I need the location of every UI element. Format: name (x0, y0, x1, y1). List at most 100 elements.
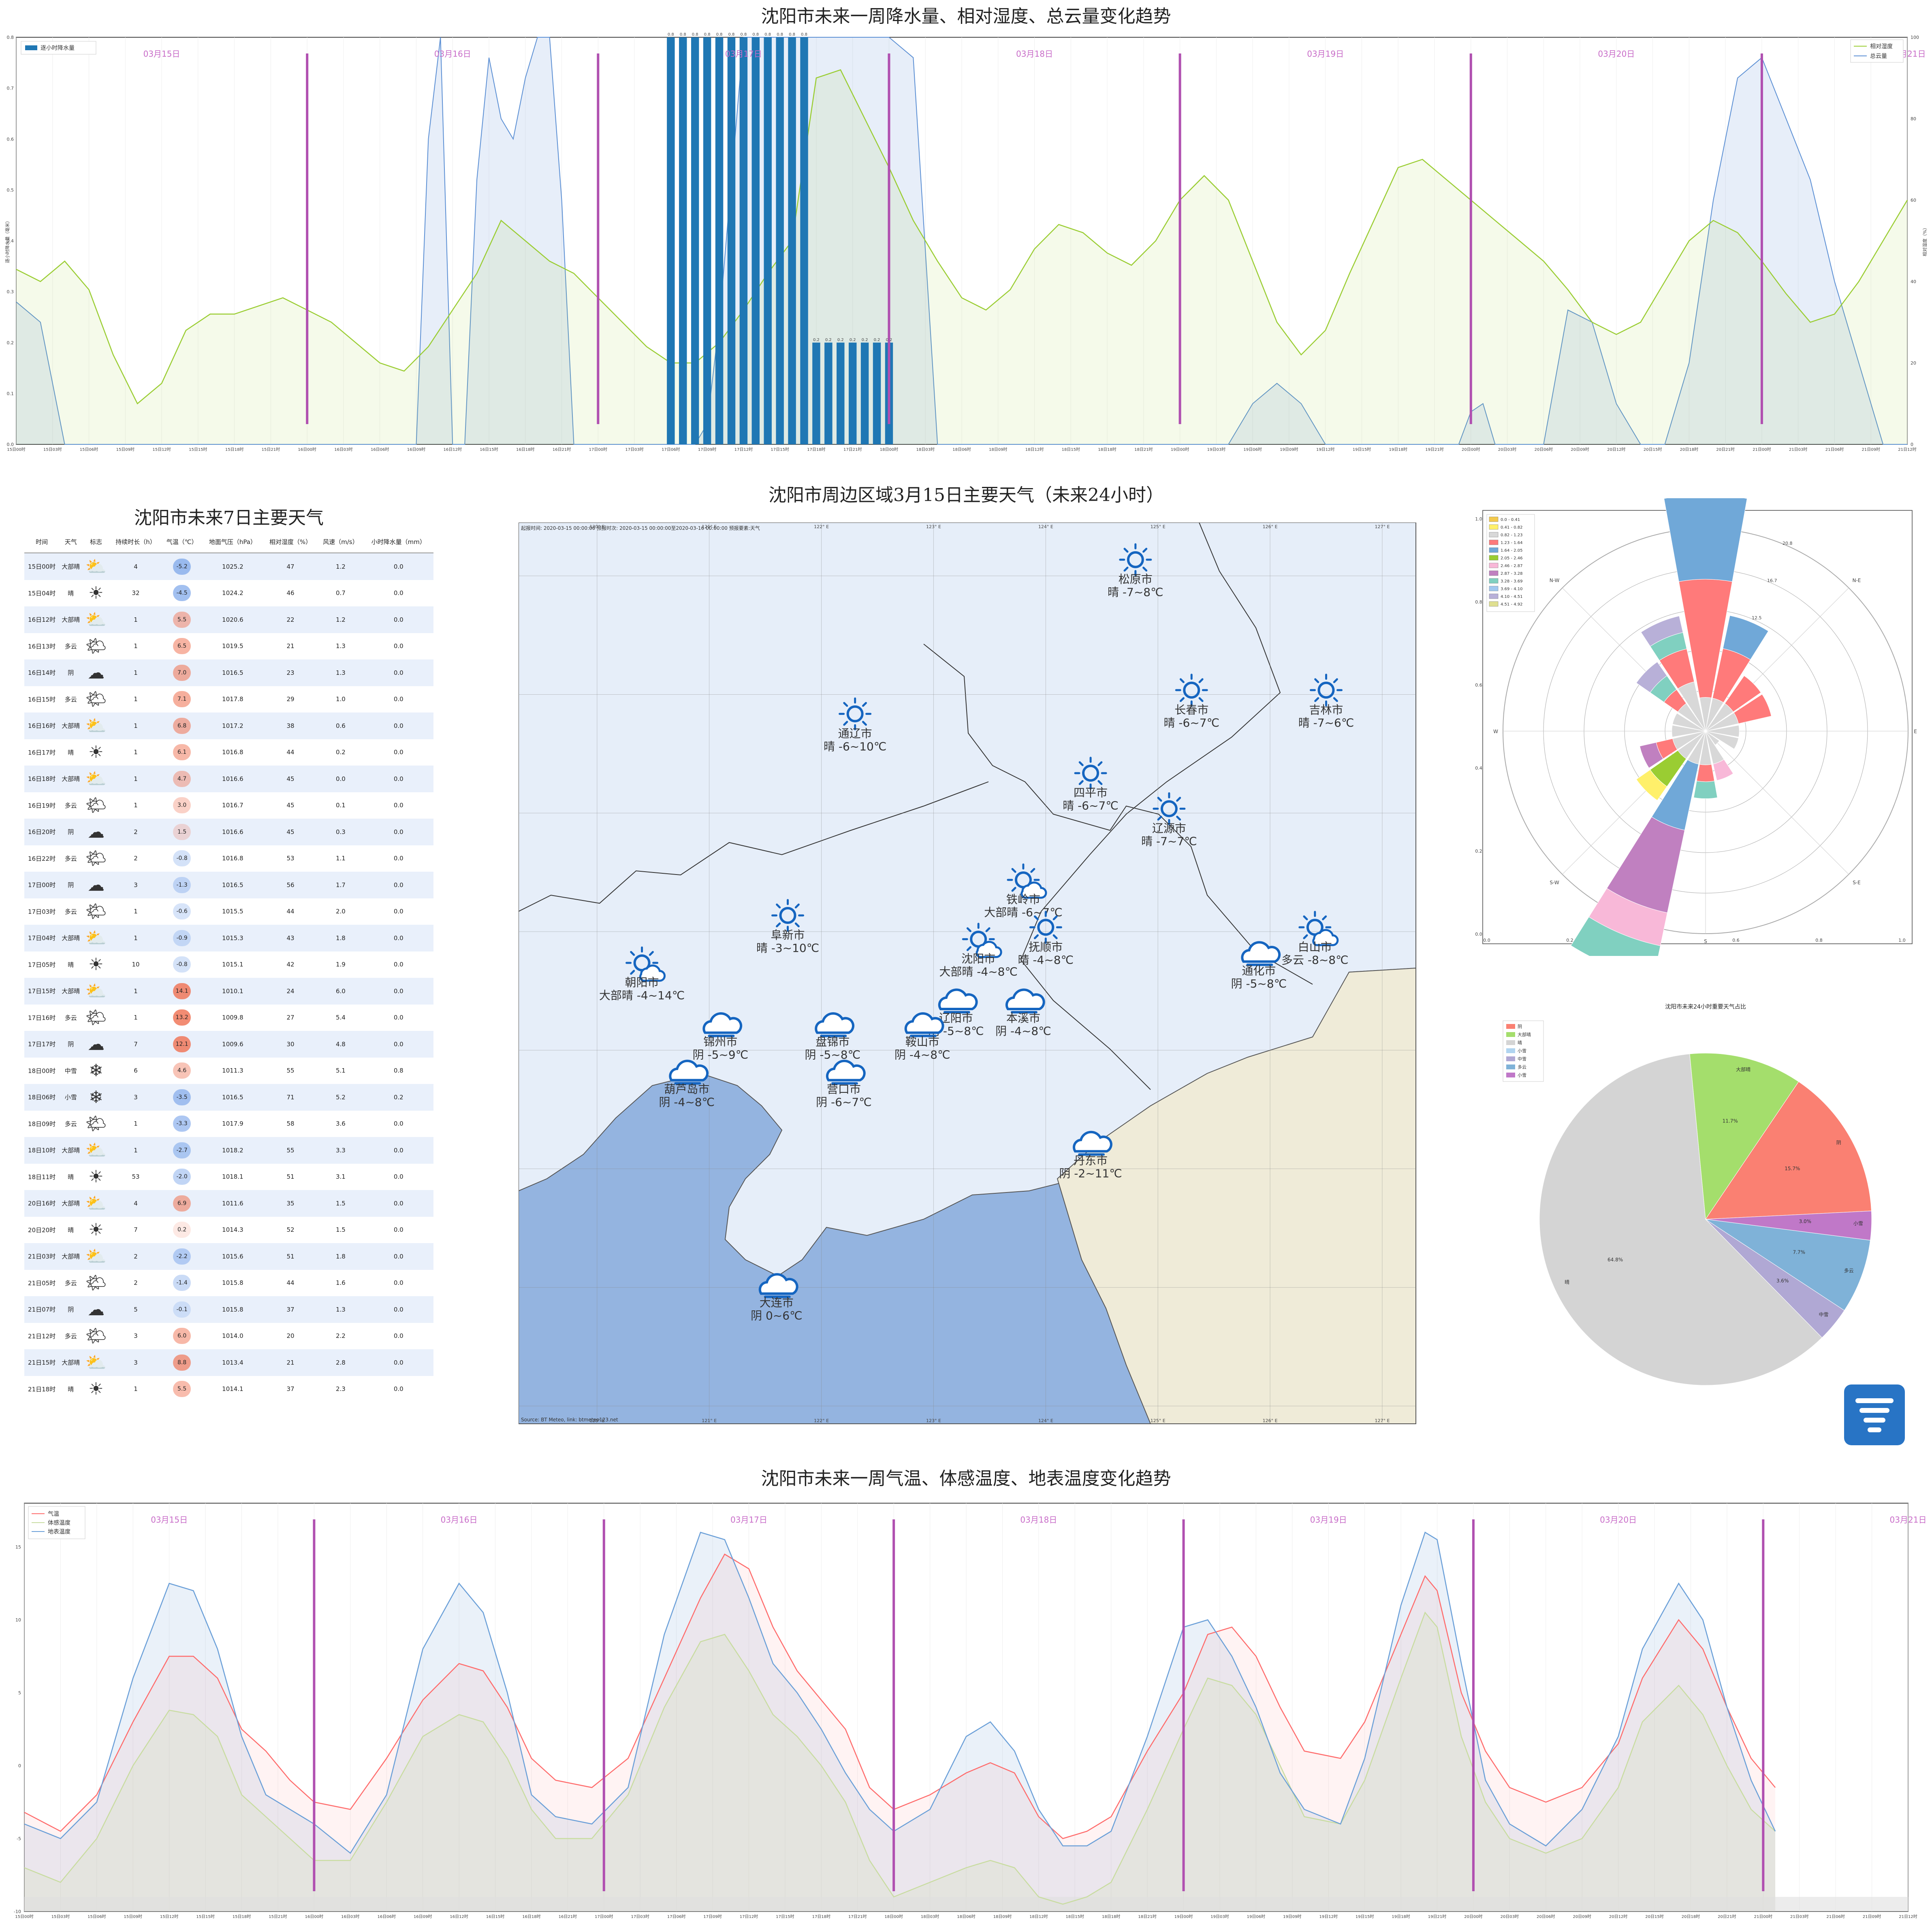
x-tick-label: 19日15时 (1356, 1914, 1374, 1919)
sun-ray (985, 927, 991, 932)
table-cell: 7 (109, 1031, 162, 1058)
table-row: 21日18时 晴 ☀ 1 5.5 1014.1 37 2.3 0.0 (24, 1376, 433, 1403)
legend-swatch (1506, 1048, 1515, 1053)
table-cell: 16日19时 (28, 802, 56, 809)
precip-bar-label: 0.8 (668, 32, 674, 37)
x-tick-label: 16日00时 (305, 1914, 323, 1919)
city-name: 营口市 (827, 1083, 861, 1096)
city-name: 鞍山市 (905, 1035, 939, 1049)
sun-ray (1198, 697, 1204, 702)
table-cell: 1015.8 (222, 1279, 243, 1287)
precip-humidity-cloud-chart: 15日00时 15日03时 15日06时 15日09时 15日12时 15日15时 15日1… (4, 32, 1928, 452)
table-cell: 17日03时 (28, 908, 56, 915)
temperature-badge: 5.5 (173, 1381, 191, 1397)
table-cell: 大部晴 (59, 1137, 83, 1164)
table-cell: 1.6 (335, 1279, 346, 1287)
sun-ray (776, 903, 781, 909)
city-weather: 阴 -4~8℃ (995, 1024, 1051, 1038)
bottom-chart-title: 沈阳市未来一周气温、体感温度、地表温度变化趋势 (761, 1468, 1171, 1489)
table-cell: 0.0 (363, 1349, 433, 1376)
pie-pct-label: 3.0% (1799, 1218, 1812, 1224)
table-cell: 46 (286, 589, 295, 597)
table-row: 21日12时 多云 🌤 3 6.0 1014.0 20 2.2 0.0 (24, 1323, 433, 1350)
precip-bar (800, 37, 808, 444)
table-cell: 1020.6 (202, 606, 263, 633)
x-tick-label: 19日12时 (1319, 1914, 1338, 1919)
wind-rose-wedge (1663, 498, 1748, 582)
table-row: 16日18时 大部晴 ⛅ 1 4.7 1016.6 45 0.0 0.0 (24, 766, 433, 792)
table-cell: 晴 (68, 1385, 74, 1393)
table-cell: 多云 (64, 1279, 77, 1287)
corner-tick-y: 0.4 (1475, 766, 1482, 771)
table-cell: 2 (109, 1243, 162, 1270)
table-cell: 多云 (64, 695, 77, 703)
table-header-cell: 小时降水量（mm） (363, 531, 433, 553)
table-cell: 55 (263, 1137, 318, 1164)
precip-bar (812, 342, 820, 444)
temperature-badge: -1.4 (173, 1275, 191, 1291)
x-tick-label: 16日21时 (559, 1914, 577, 1919)
legend-swatch (1506, 1073, 1515, 1077)
x-tick-label: 20日09时 (1573, 1914, 1591, 1919)
sun-ray (1179, 697, 1185, 702)
table-cell: 0.0 (393, 695, 403, 703)
table-cell: 16日18时 (24, 766, 60, 792)
map-lon-label: 124° E (1038, 524, 1053, 529)
map-land-korea (1057, 967, 1416, 1424)
sun-ray (1033, 934, 1039, 939)
table-cell: 1.5 (318, 1190, 364, 1217)
table-cell: 2 (134, 1279, 138, 1287)
table-cell: 0.0 (393, 749, 403, 756)
cloud-sun-icon: 🌤 (85, 1326, 107, 1346)
wind-rose-wedge (1636, 769, 1667, 801)
day-label: 03月18日 (1016, 49, 1053, 59)
city-weather: 晴 -4~8℃ (1018, 953, 1074, 966)
table-cell: 1010.1 (202, 978, 263, 1005)
x-tick-label: 15日18时 (233, 1914, 251, 1919)
table-cell: 17日16时 (28, 1014, 56, 1022)
table-cell: 3.3 (318, 1137, 364, 1164)
sun-icon (1317, 681, 1335, 699)
temperature-cell: 13.2 (162, 1005, 202, 1031)
table-cell: 0.0 (363, 978, 433, 1005)
table-cell: 29 (286, 695, 295, 703)
y-tick-label-left: 0.7 (7, 86, 14, 91)
legend-swatch (1489, 586, 1499, 591)
x-tick-label: 18日03时 (921, 1914, 939, 1919)
table-cell: 0.1 (335, 802, 346, 809)
table-cell: 1015.5 (222, 908, 243, 915)
table-cell: 1 (134, 1120, 138, 1128)
temperature-cell: -0.1 (162, 1296, 203, 1323)
corner-tick-y: 0.8 (1475, 599, 1482, 605)
x-tick-label: 20日00时 (1462, 447, 1480, 452)
table-cell: 23 (263, 659, 318, 686)
city-weather: 晴 -7~7℃ (1141, 835, 1197, 848)
table-cell: 4 (109, 1190, 162, 1217)
cloud-sun-icon: 🌤 (85, 689, 107, 709)
temperature-badge: 4.6 (173, 1062, 191, 1079)
temperature-cell: -5.2 (162, 553, 203, 580)
series-line-2 (24, 1532, 1776, 1854)
table-cell: 20日20时 (28, 1226, 56, 1234)
legend-label: 0.0 - 0.41 (1501, 518, 1520, 522)
table-cell: 15日04时 (28, 589, 56, 597)
overcast-icon: ☁ (82, 819, 110, 845)
corner-tick-y: 0.6 (1475, 683, 1482, 688)
x-tick-label: 20日15时 (1645, 1914, 1663, 1919)
table-cell: 1 (134, 802, 138, 809)
temperature-cell: -2.7 (162, 1137, 203, 1164)
table-cell: 3.1 (335, 1173, 346, 1181)
table-cell: 53 (286, 855, 295, 862)
map-lon-label: 126° E (1263, 524, 1278, 529)
sun-ray (966, 927, 971, 932)
sun-ray (1052, 915, 1058, 921)
table-cell: 56 (263, 872, 318, 898)
pie-slice (1689, 1053, 1799, 1220)
corner-tick-y: 0.0 (1475, 932, 1482, 937)
corner-tick-x: 0.0 (1483, 938, 1490, 943)
table-cell: 1.8 (318, 1243, 364, 1270)
day-label: 03月18日 (1020, 1515, 1057, 1525)
table-cell: 晴 (68, 961, 74, 968)
